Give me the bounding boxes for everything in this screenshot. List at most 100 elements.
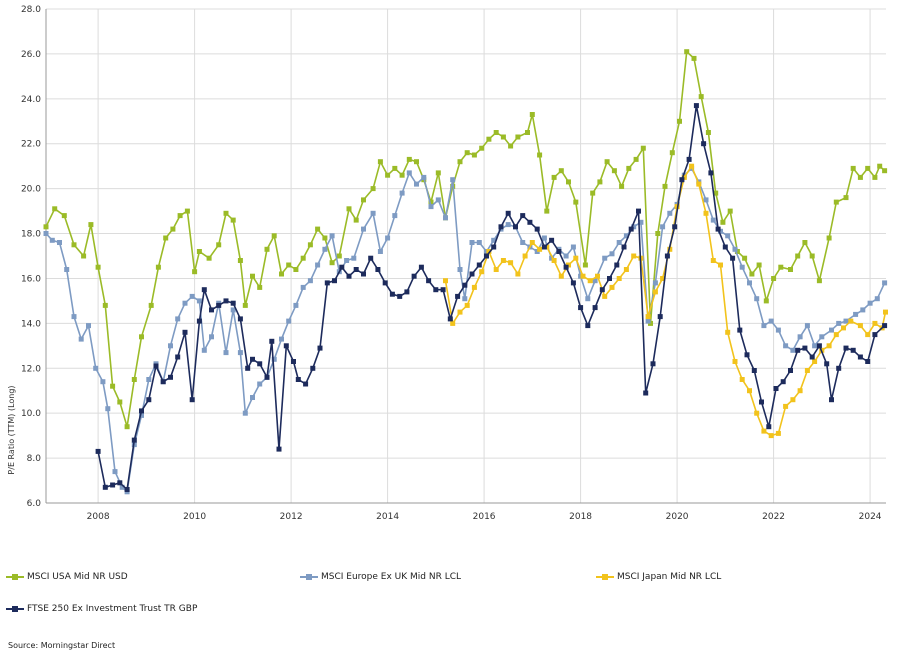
data-point: [426, 278, 432, 284]
data-point: [749, 271, 755, 277]
data-point: [882, 280, 888, 286]
data-point: [691, 55, 697, 61]
data-point: [809, 253, 815, 259]
data-point: [344, 258, 350, 263]
x-tick-label: 2022: [762, 512, 785, 522]
data-point: [623, 233, 629, 239]
data-point: [660, 276, 666, 281]
data-point: [763, 298, 769, 304]
data-point: [857, 323, 863, 329]
data-point: [802, 240, 808, 245]
data-point: [570, 244, 576, 250]
data-point: [515, 134, 521, 140]
series-2: [443, 163, 888, 439]
data-point: [587, 278, 593, 284]
data-point: [816, 278, 822, 284]
data-point: [882, 168, 888, 174]
data-point: [124, 424, 130, 430]
data-point: [652, 280, 658, 286]
data-point: [872, 320, 878, 326]
data-point: [392, 213, 398, 219]
data-point: [433, 287, 439, 293]
data-point: [223, 350, 229, 356]
data-point: [322, 246, 328, 252]
data-point: [177, 213, 183, 219]
data-point: [493, 130, 499, 135]
data-point: [375, 267, 381, 272]
data-point: [872, 174, 878, 180]
data-point: [609, 251, 615, 257]
data-point: [595, 273, 600, 279]
data-point: [491, 244, 497, 250]
data-point: [693, 103, 699, 109]
data-point: [43, 231, 49, 236]
data-point: [93, 365, 99, 371]
data-point: [582, 262, 588, 268]
data-point: [389, 291, 395, 297]
legend-marker-europe: [300, 572, 318, 582]
data-point: [279, 336, 284, 342]
data-point: [257, 361, 263, 367]
data-point: [713, 190, 719, 196]
data-point: [534, 226, 540, 232]
data-point: [110, 482, 116, 488]
data-point: [756, 262, 762, 268]
data-point: [578, 305, 584, 311]
data-point: [657, 314, 663, 320]
data-point: [201, 347, 207, 353]
data-point: [850, 165, 856, 171]
data-point: [223, 298, 229, 304]
grid-lines: [46, 8, 886, 504]
data-point: [117, 480, 123, 486]
legend-label-japan: MSCI Japan Mid NR LCL: [617, 572, 722, 582]
data-point: [464, 302, 470, 308]
data-point: [95, 264, 101, 270]
data-point: [329, 260, 335, 266]
data-point: [611, 168, 617, 174]
data-point: [471, 284, 477, 290]
data-point: [698, 94, 704, 100]
data-point: [230, 307, 236, 313]
data-point: [300, 284, 306, 290]
data-point: [754, 296, 760, 302]
data-point: [315, 262, 321, 268]
data-point: [660, 224, 666, 230]
data-point: [250, 273, 255, 279]
data-point: [505, 210, 511, 216]
data-point: [293, 267, 299, 272]
data-point: [703, 197, 709, 203]
data-point: [672, 224, 678, 230]
data-point: [397, 293, 403, 299]
data-point: [493, 267, 499, 272]
data-point: [370, 186, 376, 192]
data-point: [819, 334, 825, 340]
data-point: [361, 226, 366, 232]
data-point: [795, 347, 801, 353]
data-point: [633, 156, 639, 162]
data-point: [797, 334, 803, 340]
legend-item-japan: MSCI Japan Mid NR LCL: [596, 572, 721, 582]
data-point: [527, 219, 533, 225]
data-point: [353, 217, 359, 223]
data-point: [486, 136, 492, 142]
data-point: [843, 195, 849, 201]
data-point: [105, 406, 111, 412]
data-point: [783, 343, 789, 349]
data-point: [88, 222, 94, 228]
data-point: [139, 412, 144, 418]
data-point: [790, 397, 796, 403]
data-point: [163, 235, 169, 241]
data-point: [196, 249, 202, 254]
data-point: [184, 208, 190, 214]
data-point: [324, 280, 330, 286]
data-point: [623, 267, 629, 272]
data-point: [816, 343, 822, 349]
data-point: [455, 293, 461, 299]
data-point: [788, 368, 793, 373]
data-point: [291, 359, 296, 364]
data-point: [529, 240, 535, 245]
y-axis-ticks: 6.0 8.0 10.0 12.0 14.0 16.0 18.0 20.0 22.0 24.0 26…: [21, 5, 41, 509]
data-point: [829, 397, 834, 403]
data-point: [857, 174, 863, 180]
data-point: [662, 183, 668, 189]
